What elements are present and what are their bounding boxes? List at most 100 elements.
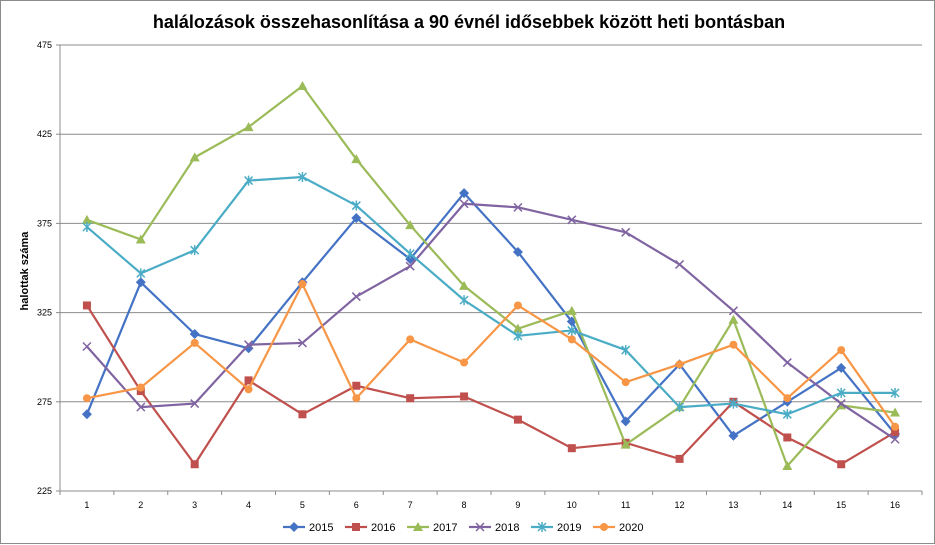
y-axis-label: halottak száma xyxy=(19,231,31,311)
legend-swatch-marker xyxy=(289,522,299,532)
data-point-2019 xyxy=(567,325,577,336)
data-point-2020 xyxy=(352,394,361,403)
data-point-2019 xyxy=(782,409,792,420)
x-tick-label: 1 xyxy=(84,500,89,510)
legend-swatch-marker xyxy=(537,522,547,532)
data-point-2018 xyxy=(297,338,307,348)
data-point-2018 xyxy=(513,202,523,212)
x-tick-label: 2 xyxy=(138,500,143,510)
data-point-2017 xyxy=(81,214,92,224)
data-point-2015 xyxy=(836,362,847,373)
legend-label: 2018 xyxy=(495,522,519,534)
y-tick-label: 475 xyxy=(37,40,52,50)
data-point-2020 xyxy=(675,360,684,369)
data-point-2019 xyxy=(836,387,846,398)
data-point-2015 xyxy=(135,277,146,288)
x-tick-label: 9 xyxy=(515,500,520,510)
data-point-2016 xyxy=(298,410,307,419)
data-point-2018 xyxy=(890,434,900,444)
legend-label: 2020 xyxy=(619,522,643,534)
legend-item-2019: 2019 xyxy=(531,522,581,534)
data-point-2015 xyxy=(512,246,523,257)
data-point-2019 xyxy=(459,295,469,306)
data-point-2017 xyxy=(459,280,470,290)
data-point-2015 xyxy=(81,409,92,420)
series-2019 xyxy=(82,172,900,420)
legend-label: 2017 xyxy=(433,522,457,534)
data-point-2019 xyxy=(890,387,900,398)
legend-item-2017: 2017 xyxy=(407,522,457,534)
data-point-2016 xyxy=(675,454,684,463)
series-layer xyxy=(81,81,901,471)
data-point-2016 xyxy=(82,301,91,310)
legend-label: 2019 xyxy=(557,522,581,534)
data-point-2019 xyxy=(244,175,254,186)
x-tick-label: 6 xyxy=(354,500,359,510)
series-2018 xyxy=(82,199,900,444)
data-point-2020 xyxy=(82,394,91,403)
data-point-2017 xyxy=(728,314,739,324)
data-point-2020 xyxy=(298,280,307,289)
data-point-2015 xyxy=(728,430,739,441)
data-point-2015 xyxy=(243,343,254,354)
data-point-2017 xyxy=(620,439,631,449)
data-point-2018 xyxy=(244,340,254,350)
data-point-2017 xyxy=(243,122,254,132)
x-tick-label: 16 xyxy=(890,500,900,510)
x-tick-label: 5 xyxy=(300,500,305,510)
data-point-2018 xyxy=(675,259,685,269)
series-2017 xyxy=(81,81,901,471)
data-point-2020 xyxy=(621,378,630,387)
data-point-2017 xyxy=(135,234,146,244)
data-point-2016 xyxy=(406,394,415,403)
legend-swatch-marker xyxy=(475,522,485,532)
gridlines xyxy=(60,44,922,492)
data-point-2018 xyxy=(836,399,846,409)
series-line-2019 xyxy=(86,175,896,416)
data-point-2019 xyxy=(728,398,738,409)
chart-title: halálozások összehasonlítása a 90 évnél … xyxy=(153,12,785,32)
data-point-2016 xyxy=(190,460,199,469)
data-point-2020 xyxy=(190,338,199,347)
series-2015 xyxy=(81,188,901,441)
data-point-2018 xyxy=(567,215,577,225)
data-point-2020 xyxy=(567,335,576,344)
y-tick-label: 425 xyxy=(37,129,52,139)
data-point-2017 xyxy=(566,305,577,315)
series-2020 xyxy=(82,280,900,431)
legend: 2015 2016 2017 2018 2019 2020 xyxy=(283,522,643,534)
x-tick-label: 3 xyxy=(192,500,197,510)
legend-swatch-marker xyxy=(352,523,360,531)
data-point-2020 xyxy=(244,385,253,394)
data-point-2015 xyxy=(351,213,362,224)
data-point-2017 xyxy=(890,407,901,417)
data-point-2017 xyxy=(512,323,523,333)
series-line-2018 xyxy=(86,202,896,441)
data-point-2018 xyxy=(190,399,200,409)
data-point-2019 xyxy=(621,345,631,356)
legend-label: 2016 xyxy=(371,522,395,534)
data-point-2018 xyxy=(405,261,415,271)
data-point-2018 xyxy=(459,199,469,209)
series-line-2015 xyxy=(85,191,896,437)
x-tick-label: 4 xyxy=(246,500,251,510)
data-point-2016 xyxy=(460,392,469,401)
data-point-2017 xyxy=(297,81,308,91)
y-tick-label: 325 xyxy=(37,308,52,318)
data-point-2020 xyxy=(513,301,522,310)
x-tick-label: 8 xyxy=(462,500,467,510)
data-point-2017 xyxy=(782,461,793,471)
x-tick-label: 7 xyxy=(408,500,413,510)
data-point-2019 xyxy=(675,402,685,413)
data-point-2016 xyxy=(352,381,361,390)
data-point-2015 xyxy=(189,329,200,340)
data-point-2019 xyxy=(405,248,415,259)
x-tick-label: 12 xyxy=(675,500,685,510)
data-point-2018 xyxy=(728,306,738,316)
data-point-2018 xyxy=(621,227,631,237)
data-point-2020 xyxy=(891,422,900,431)
series-2016 xyxy=(82,301,900,469)
